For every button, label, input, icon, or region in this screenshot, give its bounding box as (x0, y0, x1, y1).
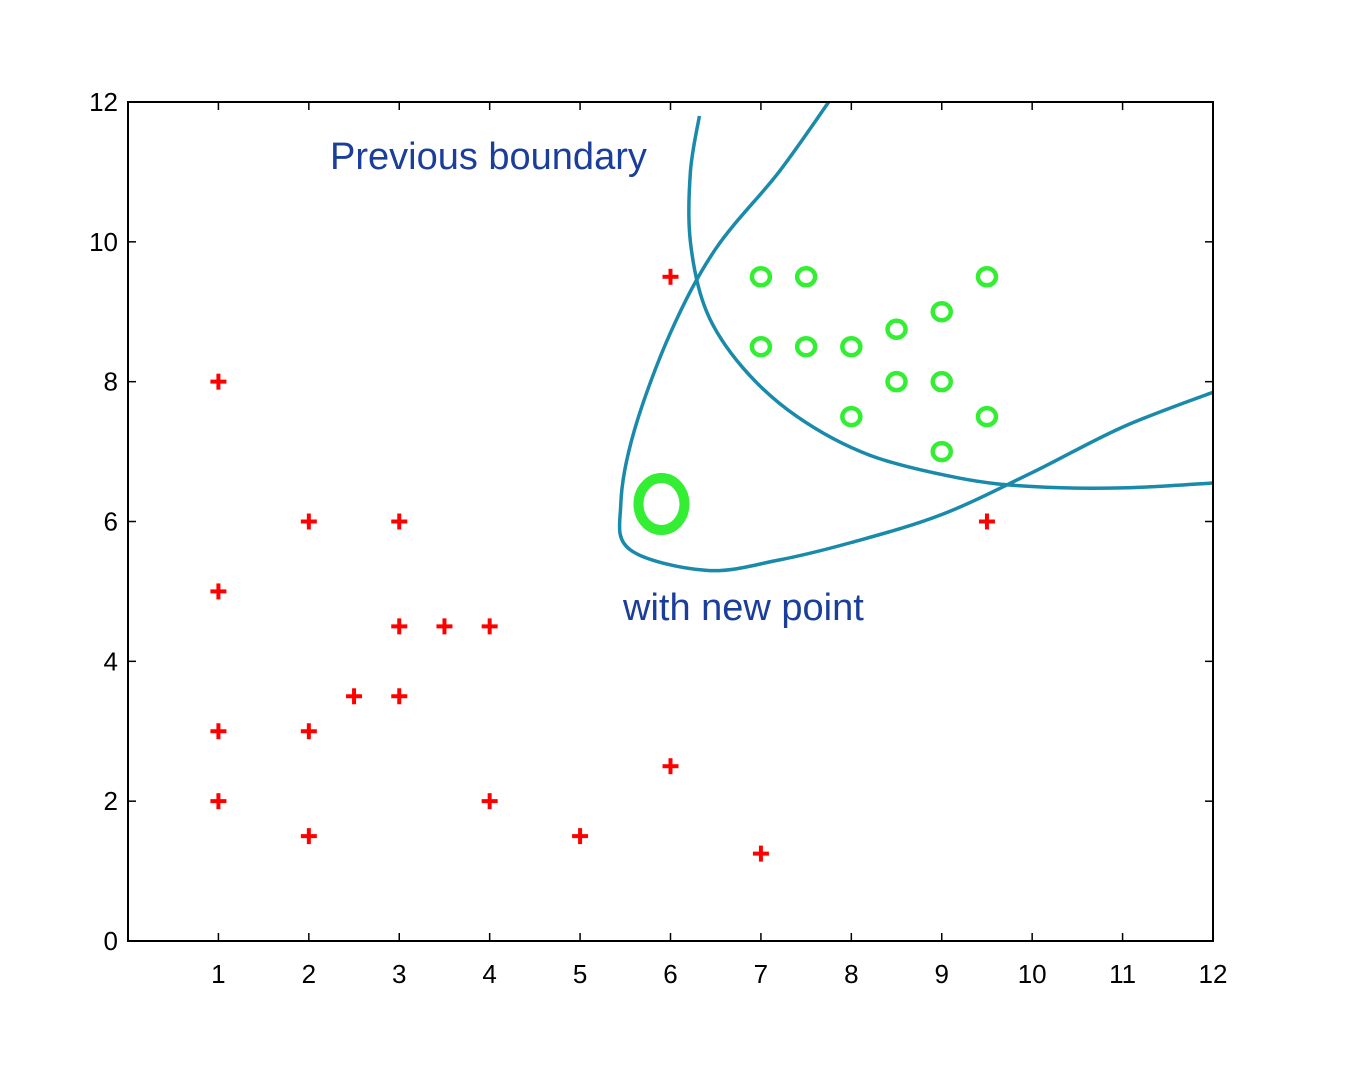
y-tick-label: 12 (89, 87, 118, 117)
x-tick-label: 3 (392, 959, 406, 989)
x-tick-label: 10 (1018, 959, 1047, 989)
x-tick-label: 12 (1199, 959, 1228, 989)
circle-marker (885, 370, 908, 393)
boundary-curve-new (617, 100, 1214, 573)
plus-marker (210, 583, 227, 600)
plus-marker (572, 828, 589, 845)
circle-marker (885, 318, 908, 340)
circle-marker (840, 405, 863, 428)
circle-marker (930, 440, 953, 463)
circle-marker (975, 405, 999, 428)
boundary-layer (617, 100, 1214, 573)
plus-marker (481, 793, 498, 810)
plus-marker (481, 618, 498, 635)
circle-marker (840, 335, 863, 358)
plus-marker (752, 845, 769, 862)
plus-marker (662, 758, 679, 775)
plus-marker (436, 618, 453, 635)
plus-marker (346, 688, 363, 705)
y-tick-label: 6 (104, 507, 118, 537)
x-tick-label: 7 (754, 959, 768, 989)
marker-layer (210, 266, 999, 862)
circle-marker (975, 266, 999, 288)
x-tick-label: 1 (211, 959, 225, 989)
x-tick-label: 2 (302, 959, 316, 989)
plus-marker (210, 373, 227, 390)
plus-marker (978, 513, 995, 530)
x-tick-label: 6 (663, 959, 677, 989)
y-tick-label: 4 (104, 646, 118, 676)
x-tick-label: 5 (573, 959, 587, 989)
annotation-with-new-point: with new point (622, 587, 864, 629)
boundary-curve-previous (687, 115, 1214, 490)
plus-marker (300, 723, 317, 740)
plus-marker (391, 513, 408, 530)
y-tick-label: 8 (104, 367, 118, 397)
new-point-marker (633, 473, 690, 536)
plot-frame (127, 101, 1214, 942)
x-tick-label: 8 (844, 959, 858, 989)
circle-marker (749, 266, 773, 288)
x-tick-label: 4 (482, 959, 496, 989)
plus-marker (391, 688, 408, 705)
y-tick-label: 10 (89, 227, 118, 257)
plus-marker (210, 793, 227, 810)
circle-marker (794, 266, 818, 288)
y-tick-label: 2 (104, 786, 118, 816)
x-tick-label: 11 (1109, 959, 1136, 989)
plus-marker (300, 828, 317, 845)
plus-marker (300, 513, 317, 530)
circle-marker (794, 335, 818, 358)
y-tick-label: 0 (104, 926, 118, 956)
plus-marker (391, 618, 408, 635)
x-tick-label: 9 (935, 959, 949, 989)
circle-marker (930, 301, 953, 323)
plus-marker (210, 723, 227, 740)
plus-marker (662, 268, 679, 285)
circle-marker (930, 370, 953, 393)
circle-marker (749, 335, 773, 358)
annotation-previous-boundary: Previous boundary (330, 136, 647, 178)
